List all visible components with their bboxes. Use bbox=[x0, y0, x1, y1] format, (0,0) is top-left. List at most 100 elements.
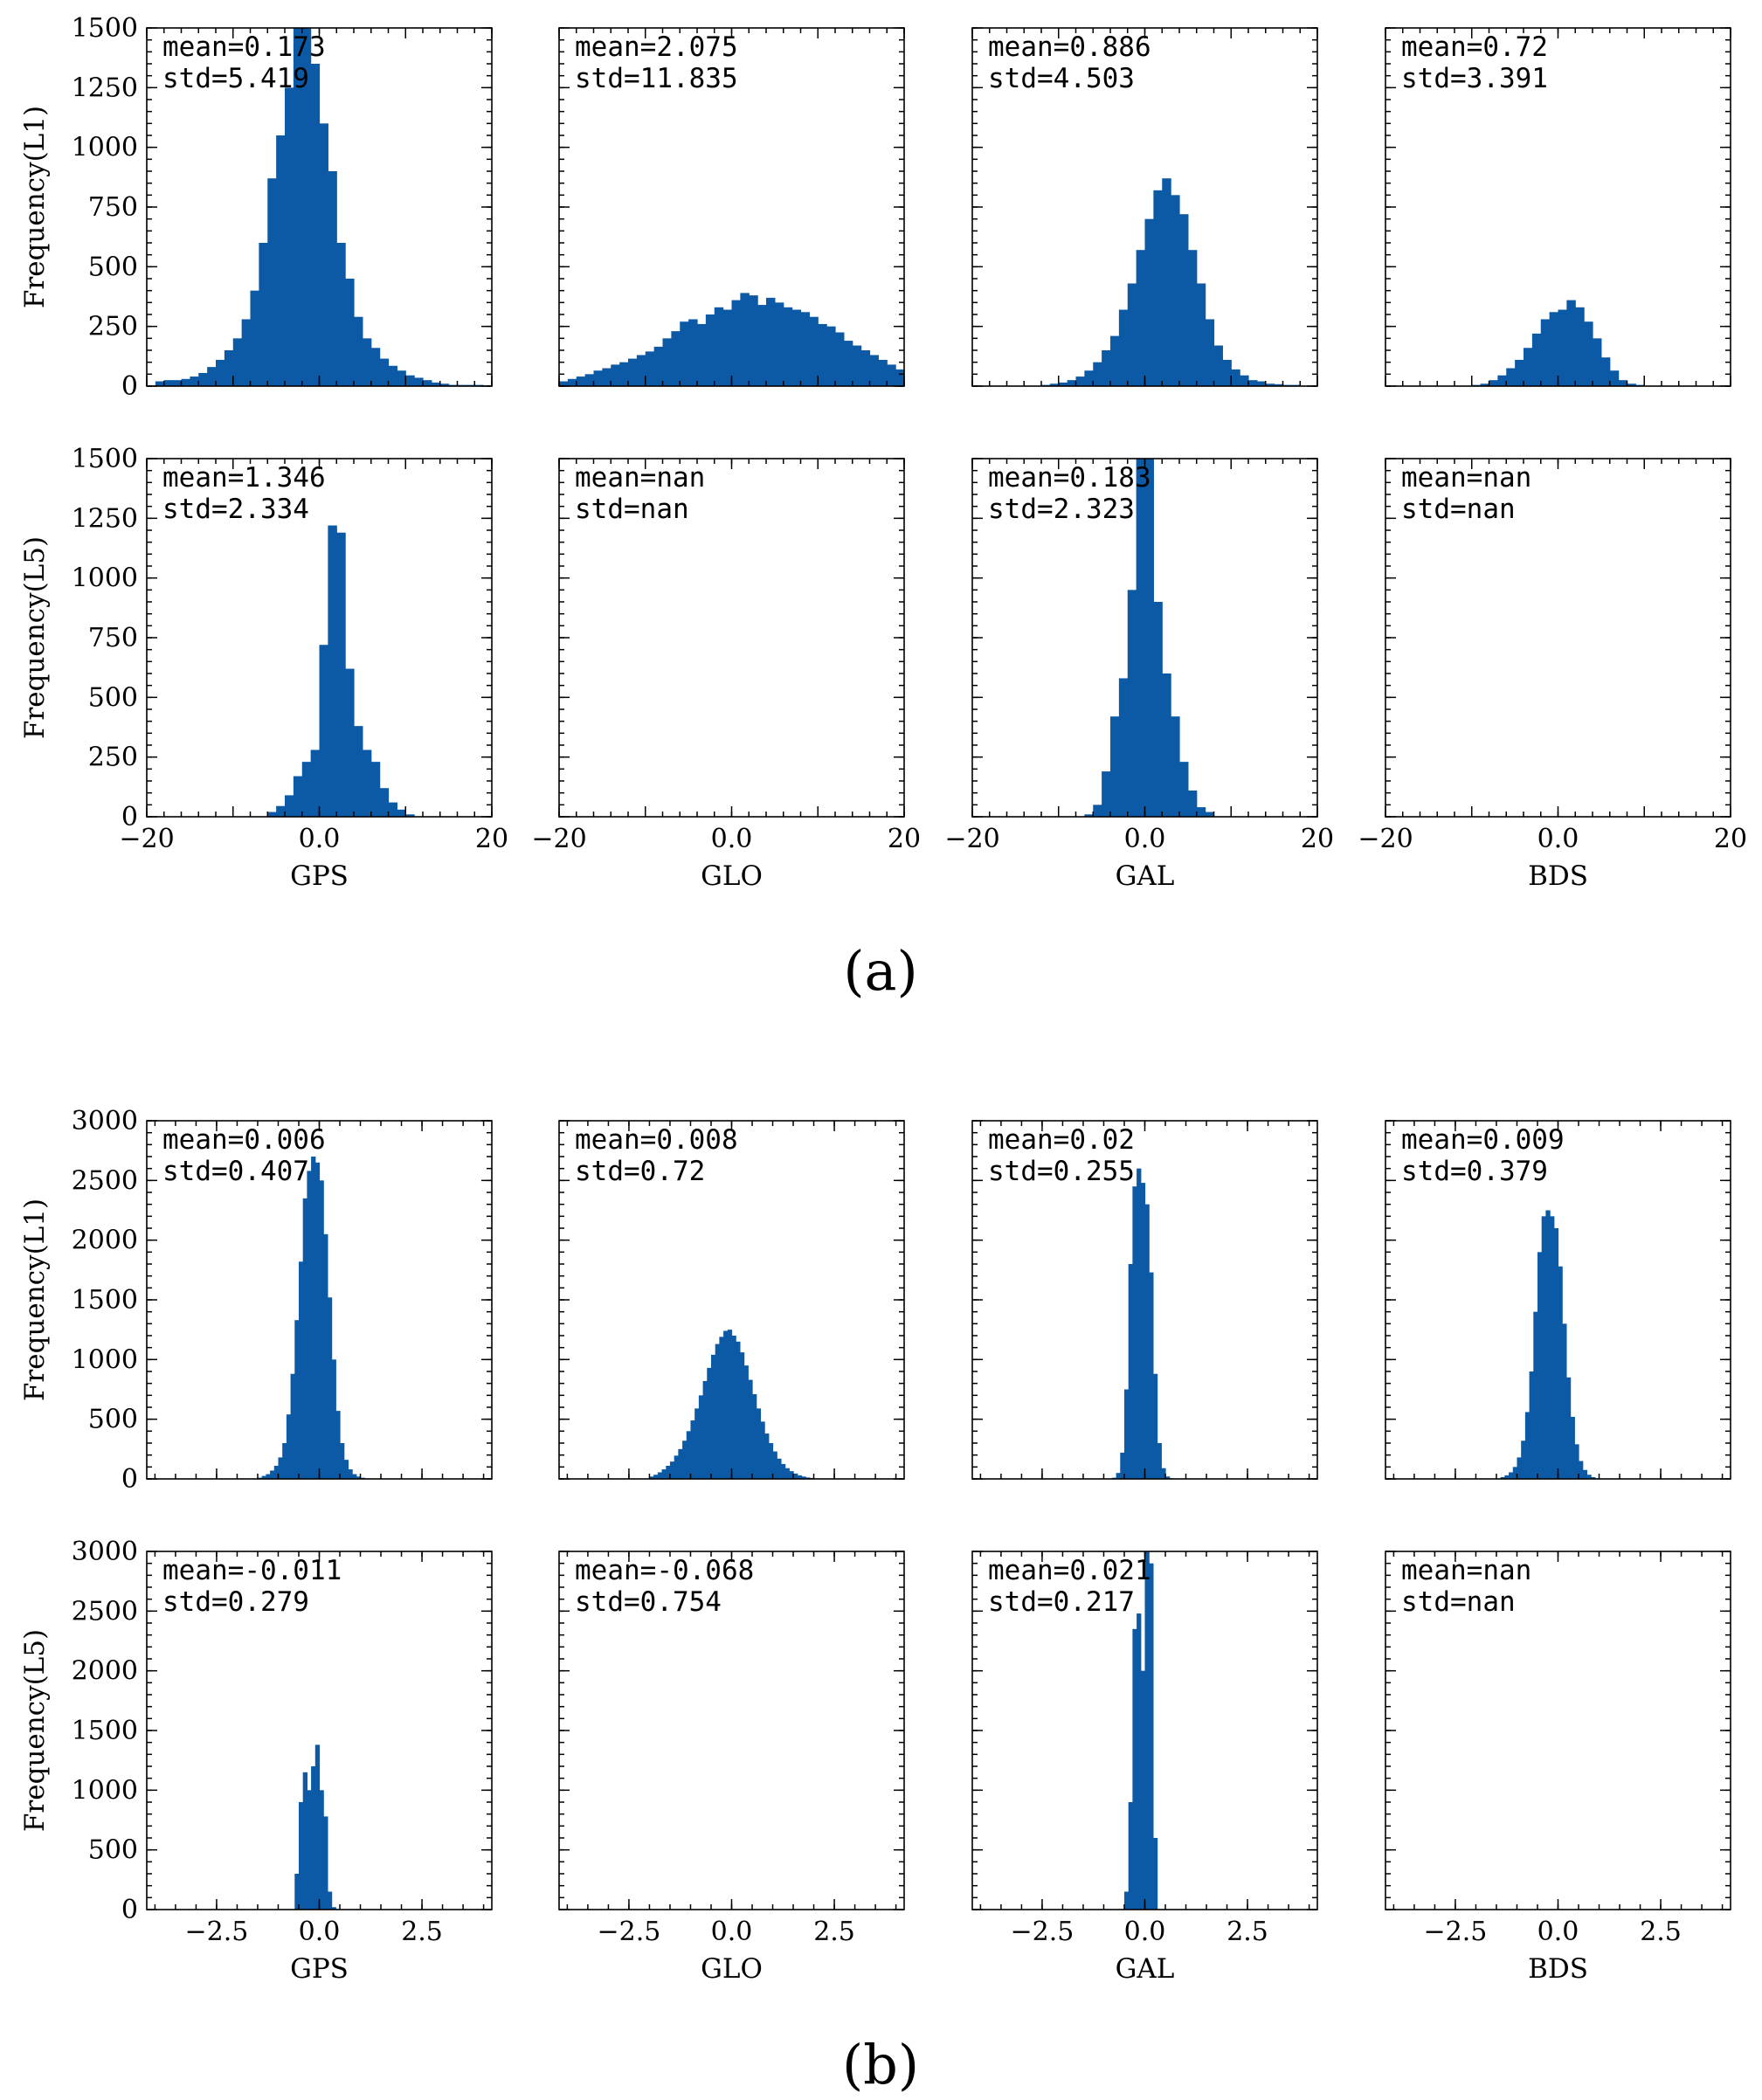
chart-13-xtick-label-2: 2.5 bbox=[813, 1917, 855, 1947]
chart-8-bar-19 bbox=[335, 1411, 341, 1479]
chart-1-bar-28 bbox=[800, 312, 810, 386]
chart-11-bar-9 bbox=[1537, 1252, 1543, 1479]
chart-2-bar-4 bbox=[1075, 376, 1085, 386]
chart-8-bar-9 bbox=[294, 1320, 300, 1479]
chart-5-xtick-label-2: 20 bbox=[888, 824, 921, 854]
chart-0-bar-27 bbox=[388, 365, 397, 386]
chart-11-bar-18 bbox=[1574, 1444, 1579, 1479]
chart-9-bar-3 bbox=[661, 1469, 667, 1479]
chart-1-mean-label: mean=2.075 bbox=[575, 31, 738, 63]
chart-0-bar-23 bbox=[354, 316, 363, 386]
chart-3-bar-9 bbox=[1549, 312, 1559, 386]
chart-2-bar-17 bbox=[1187, 250, 1198, 386]
chart-9-bar-22 bbox=[739, 1352, 745, 1479]
chart-12-ytick-label-4: 2000 bbox=[72, 1656, 138, 1687]
chart-9-bar-24 bbox=[748, 1379, 753, 1479]
chart-5-mean-label: mean=nan bbox=[575, 462, 705, 494]
chart-14-mean-label: mean=0.021 bbox=[988, 1555, 1151, 1586]
chart-3-bar-14 bbox=[1593, 338, 1602, 386]
chart-14-xtick-label-2: 2.5 bbox=[1226, 1917, 1268, 1947]
chart-4-std-label: std=2.334 bbox=[162, 494, 309, 525]
chart-9-bar-7 bbox=[678, 1448, 683, 1479]
chart-11-bar-13 bbox=[1553, 1228, 1559, 1479]
chart-0-ytick-label-4: 1000 bbox=[72, 133, 138, 163]
chart-8-bar-17 bbox=[327, 1297, 333, 1479]
chart-0-bar-21 bbox=[336, 243, 346, 386]
chart-4-bar-12 bbox=[370, 762, 381, 817]
chart-12-panel: 0 500 1000 1500 2000 2500 3000 −2.5 0.0 2.5 mean=-… bbox=[19, 1537, 493, 1985]
chart-11-bar-4 bbox=[1517, 1457, 1522, 1479]
chart-6-bar-3 bbox=[1110, 716, 1120, 817]
chart-9-bar-29 bbox=[768, 1443, 774, 1479]
chart-9-bar-4 bbox=[666, 1465, 671, 1479]
chart-6-bar-13 bbox=[1196, 807, 1206, 817]
chart-4-ytick-label-2: 500 bbox=[88, 682, 138, 713]
chart-8-bar-12 bbox=[307, 1171, 312, 1479]
chart-0-bar-29 bbox=[405, 375, 415, 386]
chart-0-bar-0 bbox=[155, 381, 165, 386]
chart-12-bar-5 bbox=[314, 1744, 321, 1910]
chart-0-bar-5 bbox=[198, 372, 208, 386]
chart-5-xlabel: GLO bbox=[701, 860, 763, 892]
chart-8-bar-7 bbox=[286, 1414, 292, 1479]
chart-11-bar-1 bbox=[1504, 1475, 1510, 1479]
chart-9-bar-21 bbox=[736, 1341, 741, 1479]
chart-1-bar-13 bbox=[671, 331, 681, 386]
chart-0-ylabel: Frequency(L1) bbox=[19, 106, 51, 308]
chart-12-xtick-label-0: −2.5 bbox=[185, 1917, 249, 1947]
chart-10-bar-4 bbox=[1128, 1264, 1133, 1479]
chart-8-ytick-label-3: 1500 bbox=[72, 1285, 138, 1316]
chart-0-panel: 0 250 500 750 1000 1250 1500 mean=0.173std=5.41… bbox=[19, 13, 493, 402]
chart-8-bar-24 bbox=[356, 1476, 362, 1479]
chart-12-ytick-label-0: 0 bbox=[121, 1895, 138, 1925]
chart-2-bar-26 bbox=[1265, 383, 1275, 386]
chart-1-bar-19 bbox=[722, 309, 733, 386]
chart-5-xtick-label-0: −20 bbox=[531, 824, 586, 854]
chart-9-bar-35 bbox=[793, 1473, 798, 1479]
chart-2-bar-10 bbox=[1127, 283, 1137, 386]
chart-4-ytick-label-5: 1250 bbox=[72, 503, 138, 534]
chart-3-bar-4 bbox=[1506, 368, 1516, 386]
chart-12-xtick-label-1: 0.0 bbox=[299, 1917, 341, 1947]
chart-2-std-label: std=4.503 bbox=[988, 63, 1135, 94]
chart-9-bar-15 bbox=[710, 1354, 716, 1479]
chart-12-bar-9 bbox=[331, 1907, 336, 1910]
chart-4-bar-2 bbox=[285, 795, 294, 817]
chart-2-bar-14 bbox=[1162, 178, 1171, 386]
chart-3-bar-11 bbox=[1566, 300, 1576, 386]
chart-0-bar-31 bbox=[423, 380, 432, 386]
chart-8-std-label: std=0.407 bbox=[162, 1156, 309, 1187]
chart-8-ytick-label-6: 3000 bbox=[72, 1106, 138, 1136]
chart-6-bar-4 bbox=[1118, 678, 1129, 817]
chart-13-xtick-label-1: 0.0 bbox=[711, 1917, 753, 1947]
chart-9-bar-2 bbox=[657, 1472, 663, 1479]
chart-4-bar-15 bbox=[397, 809, 406, 817]
chart-3-bar-2 bbox=[1489, 380, 1498, 386]
chart-10-bar-7 bbox=[1140, 1183, 1146, 1479]
chart-13-std-label: std=0.754 bbox=[575, 1586, 722, 1618]
chart-8-bar-13 bbox=[311, 1157, 316, 1479]
chart-2-bar-25 bbox=[1256, 381, 1267, 386]
chart-8-ytick-label-5: 2500 bbox=[72, 1165, 138, 1196]
chart-0-bar-6 bbox=[207, 367, 217, 386]
chart-3-mean-label: mean=0.72 bbox=[1401, 31, 1548, 63]
chart-12-bar-7 bbox=[323, 1816, 328, 1910]
chart-6-bar-9 bbox=[1162, 674, 1171, 817]
chart-0-bar-19 bbox=[319, 123, 328, 387]
chart-6-bar-1 bbox=[1093, 805, 1102, 817]
chart-6-std-label: std=2.323 bbox=[988, 494, 1135, 525]
chart-0-ytick-label-0: 0 bbox=[121, 371, 138, 402]
chart-3-bar-13 bbox=[1584, 321, 1593, 386]
chart-1-bar-20 bbox=[731, 300, 741, 386]
chart-9-bar-31 bbox=[777, 1458, 782, 1479]
chart-4-bar-10 bbox=[354, 726, 363, 817]
chart-15-xlabel: BDS bbox=[1528, 1953, 1588, 1985]
chart-9-bar-30 bbox=[772, 1451, 777, 1479]
chart-11-bar-22 bbox=[1591, 1476, 1596, 1479]
chart-0-bar-4 bbox=[190, 376, 199, 386]
chart-9-bar-8 bbox=[682, 1440, 688, 1479]
chart-11-bar-20 bbox=[1582, 1469, 1588, 1479]
